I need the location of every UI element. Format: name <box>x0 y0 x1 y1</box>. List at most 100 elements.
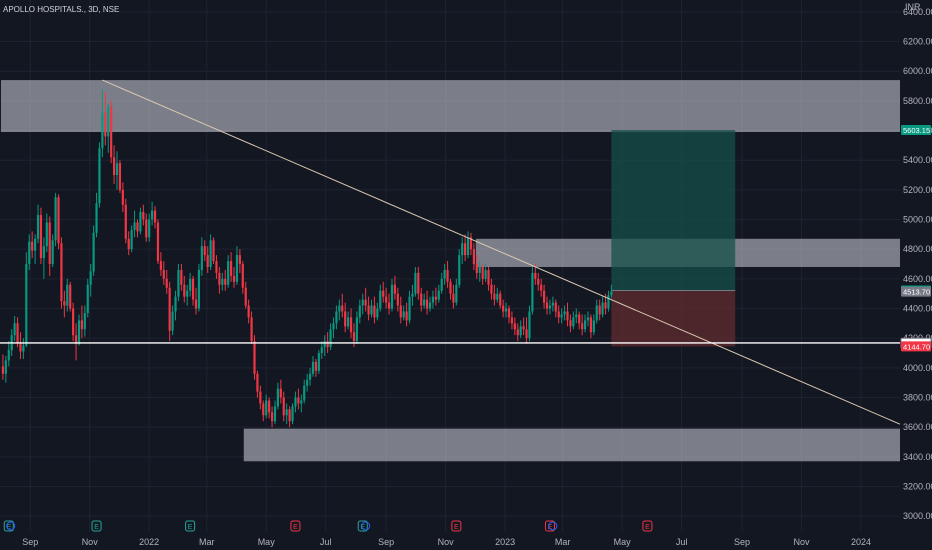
candle-body <box>136 222 139 232</box>
candle-body <box>124 204 127 239</box>
candle-body <box>159 261 162 270</box>
candle-body <box>461 243 464 256</box>
candle-body <box>370 305 373 315</box>
candle-body <box>610 291 613 296</box>
candle-body <box>402 311 405 318</box>
candle-body <box>34 238 37 251</box>
candle-body <box>554 302 557 312</box>
support-zone-bottom <box>243 428 900 462</box>
candle-body <box>253 341 256 374</box>
candle-body <box>592 320 595 333</box>
descending-trendline <box>102 79 901 425</box>
candle-body <box>311 361 315 374</box>
earnings-marker <box>642 520 653 532</box>
y-tick-label: 4800.00 <box>903 244 932 254</box>
candle-body <box>256 373 259 392</box>
candle-body <box>72 308 75 336</box>
x-tick-label: Sep <box>378 537 394 547</box>
position-layer <box>611 130 736 347</box>
candle-body <box>572 317 575 327</box>
candle-body <box>285 409 288 416</box>
candle-body <box>265 400 268 416</box>
candle-body <box>107 106 110 137</box>
earnings-marker-letter: E <box>188 524 193 531</box>
candle-body <box>352 332 356 342</box>
last-price-label: 4513.70 <box>901 286 931 297</box>
candle-body <box>45 222 48 247</box>
candle-body <box>548 305 552 309</box>
earnings-marker-letter: E <box>454 524 459 531</box>
candle-body <box>54 197 57 241</box>
candle-body <box>469 237 473 250</box>
candle-body <box>452 293 455 303</box>
x-tick-label: Mar <box>199 537 215 547</box>
candle-body <box>382 290 385 297</box>
candle-body <box>127 238 130 250</box>
candle-body <box>449 281 452 294</box>
candle-body <box>145 219 148 238</box>
candle-body <box>203 246 206 256</box>
candle-body <box>112 157 116 176</box>
candle-body <box>314 361 318 371</box>
candle-body <box>510 317 514 324</box>
candle-body <box>583 320 587 330</box>
x-tick-label: May <box>258 537 276 547</box>
candle-body <box>545 302 549 309</box>
symbol-title: APOLLO HOSPITALS., 3D, NSE <box>3 5 119 14</box>
candle-body <box>487 269 490 285</box>
candle-body <box>581 323 584 330</box>
candle-body <box>542 290 546 303</box>
candle-body <box>48 222 51 265</box>
candle-body <box>227 261 230 285</box>
candle-body <box>36 215 40 239</box>
candle-body <box>209 240 212 267</box>
candle-body <box>92 232 95 272</box>
candle-body <box>472 249 475 265</box>
candle-body <box>566 311 569 321</box>
candle-body <box>148 219 151 238</box>
candle-body <box>575 314 578 318</box>
earnings-marker <box>91 520 102 532</box>
candle-body <box>186 290 189 297</box>
candle-body <box>466 237 470 256</box>
candle-body <box>502 305 505 312</box>
y-tick-label: 5200.00 <box>903 185 932 195</box>
candle-body <box>513 323 516 330</box>
candle-body <box>98 148 101 204</box>
x-tick-label: Nov <box>794 537 811 547</box>
candle-body <box>1 366 5 374</box>
candle-body <box>95 203 98 233</box>
candle-body <box>490 284 493 294</box>
dividend-marker <box>361 521 371 531</box>
candle-body <box>332 323 335 330</box>
candle-body <box>235 255 239 282</box>
label-layer: 5603.154521.754513.704168.004165.704144.… <box>900 125 932 352</box>
candle-body <box>320 347 323 354</box>
candle-body <box>341 305 344 312</box>
candle-body <box>110 106 113 158</box>
candle-body <box>551 302 554 306</box>
candle-body <box>268 400 271 413</box>
candle-body <box>420 293 423 306</box>
x-tick-label: Nov <box>438 537 455 547</box>
candle-body <box>25 264 28 346</box>
earnings-marker-letter: E <box>6 524 11 531</box>
last-price-label-text: 4513.70 <box>903 288 930 297</box>
candle-body <box>455 284 458 303</box>
candle-body <box>4 360 7 374</box>
currency-label: INR <box>905 2 921 12</box>
dividend-marker <box>6 521 16 531</box>
candle-body <box>13 323 16 336</box>
candle-body <box>411 293 414 297</box>
resistance-zone-top <box>0 80 900 133</box>
candle-body <box>519 326 522 336</box>
candle-body <box>279 388 282 398</box>
candle-body <box>399 305 402 318</box>
candle-body <box>224 278 227 285</box>
stop-price-label-bg <box>901 341 931 352</box>
candle-body <box>423 299 426 306</box>
candle-body <box>101 112 104 149</box>
candle-body <box>276 388 279 407</box>
